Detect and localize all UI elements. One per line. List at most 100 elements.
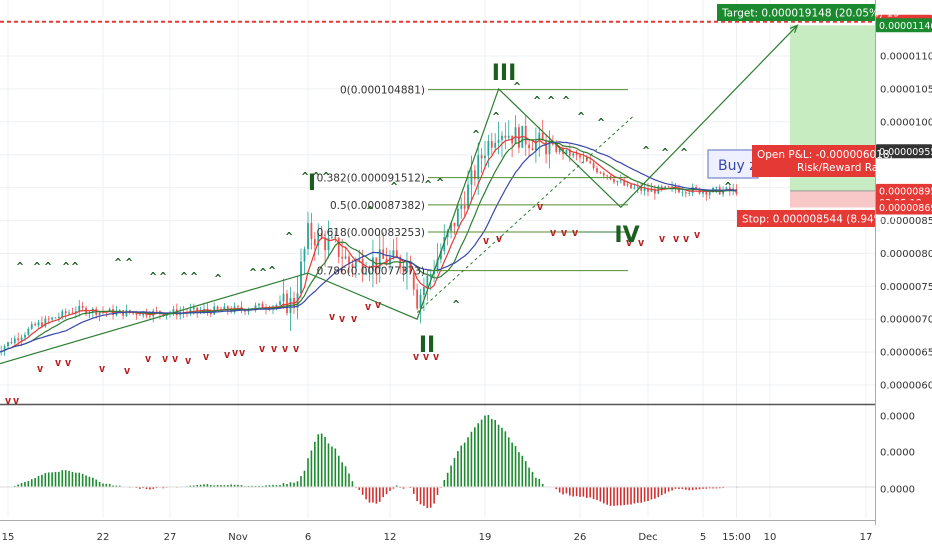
- pivot-high-marker: ^: [286, 230, 293, 243]
- oscillator-bar: [613, 487, 615, 506]
- oscillator-bar: [348, 473, 350, 487]
- candle-body: [633, 187, 636, 189]
- time-tick-label: 10: [764, 532, 777, 543]
- candle-body: [473, 170, 476, 180]
- pivot-low-marker: v: [375, 298, 382, 311]
- candle-body: [358, 258, 361, 262]
- pivot-low-marker: v: [239, 346, 246, 359]
- pivot-low-marker: v: [162, 352, 169, 365]
- pivot-high-marker: ^: [150, 270, 157, 283]
- candle-body: [501, 135, 503, 140]
- price-tick-label: 0.0000060000: [880, 381, 932, 392]
- oscillator-bar: [189, 485, 192, 487]
- candle-body: [606, 175, 609, 177]
- pivot-high-marker: ^: [17, 260, 24, 273]
- candle-body: [98, 311, 101, 315]
- pivot-high-marker: ^: [63, 260, 70, 273]
- candle-body: [664, 186, 667, 188]
- pivot-high-marker: ^: [269, 264, 276, 277]
- candle-body: [348, 256, 350, 265]
- oscillator-bar: [54, 471, 57, 487]
- candle-body: [132, 312, 135, 314]
- buy-label: Buy z: [718, 158, 757, 174]
- candle-body: [650, 189, 653, 192]
- pivot-low-marker: v: [124, 364, 131, 377]
- candle-body: [44, 318, 47, 327]
- pivot-low-marker: v: [5, 394, 12, 407]
- oscillator-bar: [487, 415, 490, 487]
- oscillator-bar: [480, 419, 483, 487]
- oscillator-bar: [423, 487, 425, 506]
- candle-body: [460, 205, 463, 209]
- oscillator-bar: [385, 487, 388, 495]
- oscillator-bar: [657, 487, 660, 498]
- candle-body: [237, 306, 239, 308]
- candle-body: [61, 311, 64, 317]
- pivot-low-marker: v: [259, 342, 266, 355]
- price-tag-label: 0.0000086974: [879, 203, 932, 214]
- candle-body: [602, 173, 605, 176]
- oscillator-panel: [0, 415, 875, 509]
- wave-zigzag: [0, 24, 799, 365]
- oscillator-bar: [44, 473, 47, 487]
- oscillator-bar: [88, 476, 91, 487]
- candle-body: [125, 310, 128, 316]
- time-axis[interactable]: 15 22 27 Nov 6 12 19 26 Dec 5 15:00 10 17: [2, 532, 873, 543]
- fib-retracement: 0(0.000104881) 0.382(0.000091512) 0.5(0.00…: [317, 85, 628, 278]
- oscillator-bar: [237, 484, 239, 487]
- pivot-low-marker: v: [271, 342, 278, 355]
- price-tag-bg: [876, 144, 932, 159]
- oscillator-bar: [344, 466, 347, 487]
- pivot-high-marker: ^: [473, 128, 480, 141]
- oscillator-bar: [555, 487, 558, 490]
- oscillator-bar: [712, 487, 714, 489]
- pivot-high-marker: ^: [302, 170, 309, 183]
- pivot-low-marker: v: [99, 362, 106, 375]
- candle-body: [216, 306, 219, 309]
- oscillator-bar: [524, 461, 527, 487]
- candle-body: [439, 251, 442, 260]
- oscillator-bar: [85, 475, 87, 487]
- oscillator-bar: [722, 487, 724, 489]
- time-tick-label: 22: [97, 532, 110, 543]
- candle-body: [507, 135, 510, 138]
- pivot-low-marker: v: [293, 342, 300, 355]
- candle-body: [54, 317, 57, 319]
- price-axis[interactable]: 0.0000060000 0.0000065000 0.0000070000 0.00…: [876, 14, 932, 496]
- candle-body: [626, 184, 629, 186]
- candle-body: [497, 139, 500, 143]
- candle-body: [463, 205, 466, 209]
- candle-body: [450, 222, 452, 231]
- candle-body: [341, 256, 344, 259]
- oscillator-bar: [671, 487, 673, 491]
- oscillator-bar: [650, 487, 653, 500]
- candle-body: [261, 303, 264, 309]
- candle-body: [616, 180, 619, 183]
- time-tick-label: 15: [2, 532, 15, 543]
- oscillator-bar: [105, 483, 108, 487]
- pivot-high-marker: ^: [313, 170, 320, 183]
- candle-body: [310, 223, 313, 240]
- candle-body: [484, 155, 486, 159]
- candle-body: [24, 334, 26, 338]
- grid-lines: [0, 0, 876, 525]
- candle-body: [34, 324, 37, 326]
- oscillator-bar: [620, 487, 622, 506]
- oscillator-bar: [41, 474, 43, 487]
- oscillator-bar: [691, 487, 694, 491]
- position-labels: Target: 0.000019148 (20.05%) 19 Buy zOpen…: [707, 4, 900, 227]
- oscillator-tick-label: 0.0000: [880, 485, 915, 496]
- candle-body: [643, 188, 646, 191]
- oscillator-bar: [501, 427, 503, 487]
- candle-body: [708, 192, 711, 195]
- candle-body: [528, 144, 531, 149]
- candle-body: [613, 179, 615, 183]
- pivot-high-marker: ^: [115, 256, 122, 269]
- pivot-high-marker: ^: [181, 270, 188, 283]
- candle-body: [599, 172, 602, 174]
- oscillator-bar: [251, 485, 253, 487]
- oscillator-bar: [457, 451, 459, 487]
- time-tick-label: 5: [700, 532, 706, 543]
- candle-body: [453, 222, 456, 227]
